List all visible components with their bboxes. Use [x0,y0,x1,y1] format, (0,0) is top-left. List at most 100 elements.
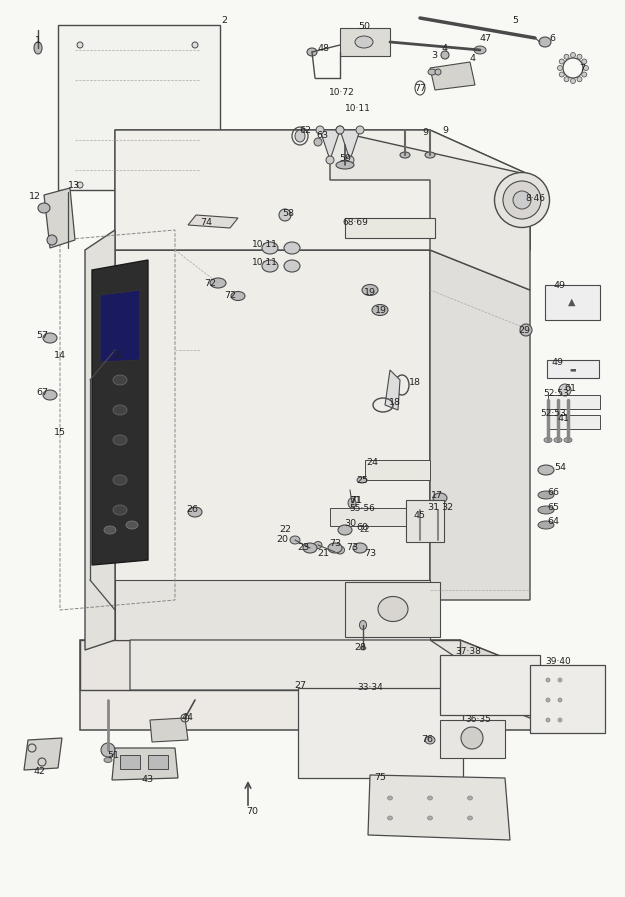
Ellipse shape [513,191,531,209]
Bar [345,582,440,637]
Text: 44: 44 [182,713,194,722]
Ellipse shape [104,526,116,534]
Polygon shape [80,640,560,730]
Ellipse shape [314,542,322,548]
Ellipse shape [559,59,564,64]
Text: 54: 54 [554,463,566,472]
Ellipse shape [571,53,576,57]
Ellipse shape [38,203,50,213]
Text: 9: 9 [422,127,428,136]
Polygon shape [115,580,430,640]
Ellipse shape [546,678,550,682]
Ellipse shape [538,465,554,475]
Ellipse shape [461,727,483,749]
Text: ▬: ▬ [570,366,576,372]
Text: 55·56: 55·56 [349,503,375,512]
Text: 39·40: 39·40 [545,658,571,666]
Bar [330,508,410,526]
Ellipse shape [378,597,408,622]
Text: 16: 16 [112,351,124,360]
Text: 20: 20 [276,536,288,544]
Text: 29: 29 [518,326,530,335]
Ellipse shape [336,161,354,169]
Text: 3: 3 [431,50,437,59]
Polygon shape [340,130,360,160]
Ellipse shape [290,536,300,544]
Text: 65: 65 [547,502,559,511]
Text: 63: 63 [316,130,328,140]
Ellipse shape [192,182,198,188]
Text: 10·11: 10·11 [345,103,371,112]
Ellipse shape [428,816,432,820]
Bar [530,665,605,733]
Polygon shape [112,748,178,780]
Text: 25: 25 [356,475,368,484]
Ellipse shape [571,79,576,83]
Text: 12: 12 [29,191,41,201]
Text: 31: 31 [427,502,439,511]
Ellipse shape [428,69,436,75]
Polygon shape [115,130,530,250]
Text: 50: 50 [358,22,370,30]
Ellipse shape [262,260,278,272]
Bar [148,755,168,769]
Polygon shape [92,260,148,565]
Ellipse shape [564,54,569,59]
Text: 61: 61 [564,384,576,393]
Text: 43: 43 [142,776,154,785]
Ellipse shape [388,796,392,800]
Polygon shape [115,250,430,640]
Text: 68·69: 68·69 [342,217,368,227]
Ellipse shape [101,743,115,757]
Ellipse shape [538,491,554,499]
Ellipse shape [47,235,57,245]
Ellipse shape [336,126,344,134]
Ellipse shape [428,796,432,800]
Text: 57: 57 [36,330,48,339]
Text: 24: 24 [366,457,378,466]
Text: 59: 59 [339,153,351,162]
Polygon shape [430,250,530,600]
Ellipse shape [113,375,127,385]
Text: 4: 4 [469,54,475,63]
Ellipse shape [316,126,324,134]
Text: 23: 23 [297,544,309,553]
Ellipse shape [435,69,441,75]
Ellipse shape [538,506,554,514]
Text: 32: 32 [441,502,453,511]
Ellipse shape [210,278,226,288]
Text: 5: 5 [512,15,518,24]
Ellipse shape [582,59,587,64]
Text: 26: 26 [186,506,198,515]
Ellipse shape [113,505,127,515]
Ellipse shape [359,621,366,630]
Ellipse shape [303,543,317,553]
Ellipse shape [544,438,552,442]
Ellipse shape [558,718,562,722]
Text: ▲: ▲ [568,297,576,307]
Polygon shape [188,215,238,228]
Text: 73: 73 [329,538,341,547]
Ellipse shape [425,152,435,158]
Ellipse shape [558,678,562,682]
Ellipse shape [388,816,392,820]
Ellipse shape [326,156,334,164]
Ellipse shape [295,130,305,142]
Text: 4: 4 [442,43,448,53]
Text: 49: 49 [551,358,563,367]
Text: 1: 1 [35,36,41,45]
Bar [548,395,600,409]
Ellipse shape [577,77,582,82]
Text: 14: 14 [54,351,66,360]
Ellipse shape [434,508,441,512]
Polygon shape [150,718,188,742]
Ellipse shape [104,757,112,762]
Text: 60: 60 [356,522,368,532]
Text: 18: 18 [389,397,401,406]
Text: 19: 19 [364,288,376,297]
Ellipse shape [336,126,344,134]
Ellipse shape [577,54,582,59]
Text: 47: 47 [480,33,492,42]
Ellipse shape [441,51,449,59]
Bar [120,755,140,769]
